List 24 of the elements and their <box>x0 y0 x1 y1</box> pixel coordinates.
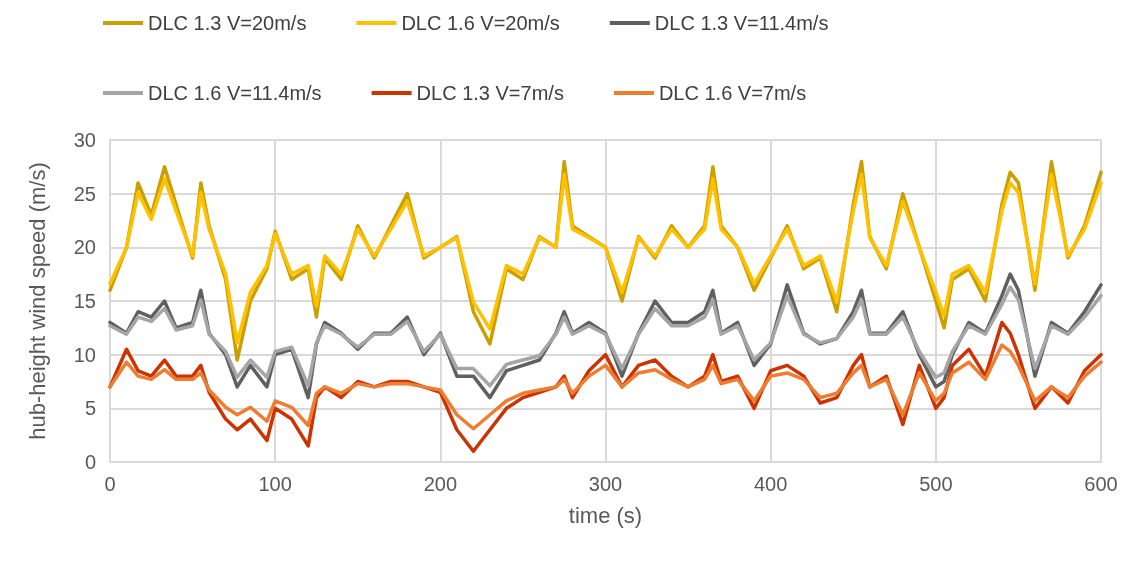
y-tick-label: 0 <box>84 451 96 473</box>
line-series <box>108 285 1103 388</box>
y-tick-label: 30 <box>73 129 96 151</box>
x-tick-label: 0 <box>104 473 116 495</box>
y-tick-label: 10 <box>73 343 96 366</box>
x-tick-label: 400 <box>753 473 788 495</box>
legend-label: DLC 1.3 V=7m/s <box>416 82 564 104</box>
x-axis-title: time (s) <box>568 502 643 528</box>
y-tick-label: 5 <box>84 397 96 420</box>
x-tick-label: 100 <box>258 473 292 495</box>
legend-label: DLC 1.3 V=11.4m/s <box>654 12 829 34</box>
line-series <box>108 343 1103 431</box>
y-axis-title: hub-height wind speed (m/s) <box>24 162 50 440</box>
y-tick-label: 25 <box>73 182 96 205</box>
x-tick-label: 500 <box>919 473 953 495</box>
x-tick-label: 300 <box>588 473 623 495</box>
x-tick-label: 200 <box>423 473 458 495</box>
legend-label: DLC 1.6 V=20m/s <box>401 12 560 34</box>
legend-label: DLC 1.6 V=11.4m/s <box>148 82 322 104</box>
legend-label: DLC 1.6 V=7m/s <box>658 82 807 104</box>
y-tick-label: 15 <box>73 290 96 312</box>
y-tick-label: 20 <box>73 236 96 259</box>
x-tick-label: 600 <box>1084 473 1118 495</box>
legend-label: DLC 1.3 V=20m/s <box>148 12 307 34</box>
